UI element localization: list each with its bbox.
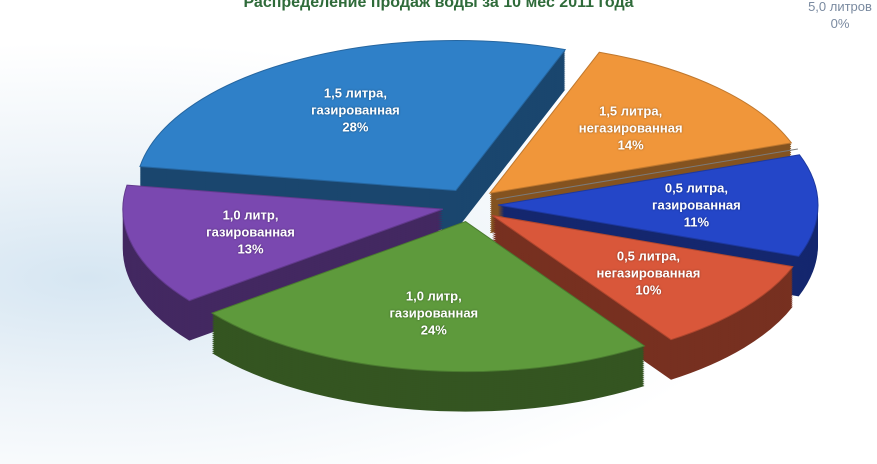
category-label: 1,5 литра, негазированная: [578, 103, 683, 136]
category-label: 5,0 литров: [808, 0, 872, 14]
slice: [497, 154, 819, 257]
category-label: 1,5 литра, газированная: [311, 85, 400, 118]
value-label: 0%: [830, 16, 850, 31]
category-label: 1,0 литр, газированная: [389, 288, 479, 321]
value-label: 24%: [420, 322, 447, 338]
value-label: 11%: [683, 214, 710, 230]
slice: [488, 51, 793, 194]
slice: [491, 214, 794, 341]
slice-label: 1,0 литр, газированная 13%: [186, 206, 316, 257]
slice-label: 1,0 литр, газированная 24%: [369, 288, 499, 339]
category-label: 0,5 литра, негазированная: [596, 248, 701, 281]
slice: [122, 184, 444, 302]
value-label: 13%: [237, 241, 264, 257]
value-label: 14%: [617, 137, 644, 153]
slice-label: 5,0 литров 0%: [775, 0, 877, 32]
value-label: 10%: [635, 282, 662, 298]
slice-label: 0,5 литра, негазированная 10%: [583, 247, 713, 298]
slice-label: 1,5 литра, негазированная 14%: [566, 102, 696, 153]
category-label: 1,0 литр, газированная: [206, 207, 295, 240]
slice: [496, 148, 798, 200]
slice-label: 1,5 литра, газированная 28%: [290, 85, 420, 136]
slice: [139, 40, 567, 192]
value-label: 28%: [342, 119, 369, 135]
slice: [210, 221, 646, 373]
chart-title: Распределение продаж воды за 10 мес 2011…: [243, 0, 634, 11]
category-label: 0,5 литра, газированная: [652, 180, 741, 213]
slice-label: 0,5 литра, газированная 11%: [631, 180, 761, 231]
